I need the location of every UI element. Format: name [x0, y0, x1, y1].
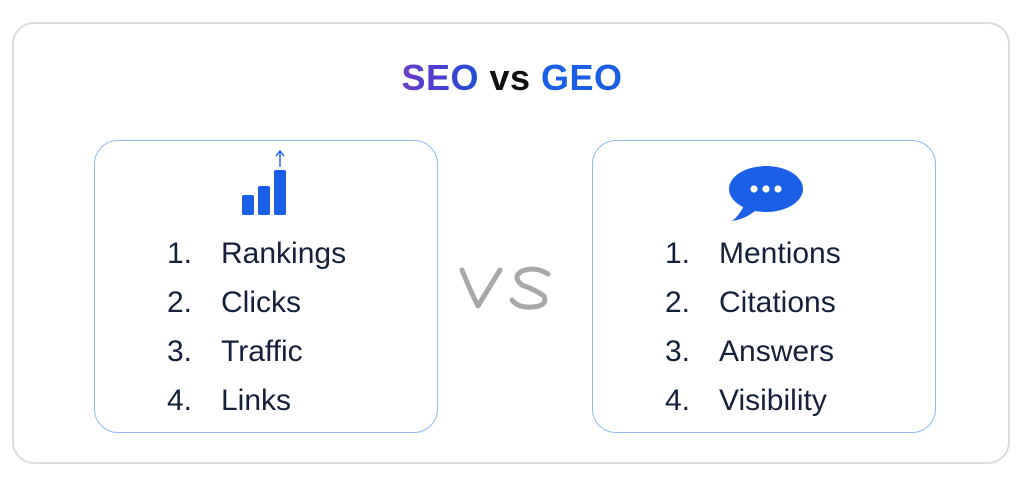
list-item-label: Citations — [719, 286, 836, 319]
list-item-label: Traffic — [221, 335, 303, 368]
list-item: 3. Answers — [665, 327, 841, 376]
list-item-label: Clicks — [221, 286, 301, 319]
list-item: 1. Mentions — [665, 229, 841, 278]
list-item-number: 4. — [167, 384, 193, 417]
list-item: 3. Traffic — [167, 327, 346, 376]
list-item-label: Links — [221, 384, 292, 417]
title-geo: GEO — [541, 57, 623, 98]
list-item-label: Visibility — [719, 384, 827, 417]
seo-panel: 1. Rankings 2. Clicks 3. Traffic 4. Link… — [94, 140, 438, 433]
list-item: 4. Visibility — [665, 376, 841, 425]
list-item: 2. Citations — [665, 278, 841, 327]
list-item: 1. Rankings — [167, 229, 346, 278]
title-seo: SEO — [401, 57, 479, 98]
geo-list: 1. Mentions 2. Citations 3. Answers 4. V… — [665, 229, 841, 425]
list-item: 4. Links — [167, 376, 346, 425]
list-item-number: 1. — [167, 237, 193, 270]
list-item-number: 2. — [167, 286, 193, 319]
list-item-number: 1. — [665, 237, 691, 270]
list-item: 2. Clicks — [167, 278, 346, 327]
list-item-label: Answers — [719, 335, 835, 368]
seo-list: 1. Rankings 2. Clicks 3. Traffic 4. Link… — [167, 229, 346, 425]
vs-text: VS — [506, 291, 508, 293]
geo-panel: 1. Mentions 2. Citations 3. Answers 4. V… — [592, 140, 936, 433]
title-vs: vs — [489, 57, 531, 98]
list-item-label: Rankings — [221, 237, 347, 270]
list-item-number: 2. — [665, 286, 691, 319]
chat-bubble-icon — [724, 149, 804, 228]
list-item-number: 4. — [665, 384, 691, 417]
list-item-number: 3. — [167, 335, 193, 368]
bar-chart-growth-icon — [236, 149, 296, 222]
vs-label: VS — [456, 262, 556, 312]
list-item-label: Mentions — [719, 237, 841, 270]
list-item-number: 3. — [665, 335, 691, 368]
page-title: SEO vs GEO — [0, 56, 1024, 100]
